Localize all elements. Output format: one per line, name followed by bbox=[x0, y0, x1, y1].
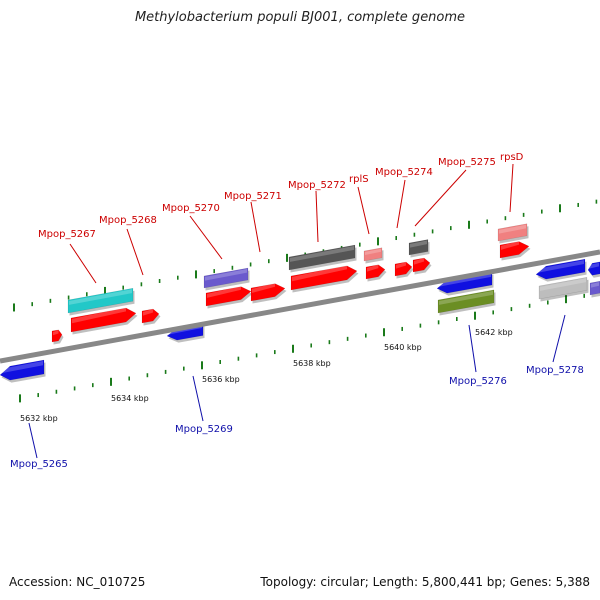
gene-label-mpop-5265[interactable]: Mpop_5265 bbox=[10, 459, 68, 470]
gene-arrow bbox=[141, 308, 160, 324]
callout-line bbox=[126, 228, 144, 276]
gene-arrow bbox=[394, 261, 413, 277]
outer-tick-ring bbox=[13, 199, 598, 312]
gene-arrow-highlight bbox=[591, 282, 599, 288]
callout-line bbox=[509, 163, 514, 213]
gene-arrow-highlight bbox=[72, 307, 126, 324]
kbp-scale-labels: 5632 kbp 5634 kbp 5636 kbp 5638 kbp 5640… bbox=[20, 328, 513, 423]
kbp-tick-label: 5632 kbp bbox=[20, 414, 58, 423]
gene-arrow-highlight bbox=[53, 330, 59, 336]
gene-arrow-highlight bbox=[205, 269, 247, 281]
gene-arrow bbox=[363, 247, 383, 262]
gene-label-mpop-5276[interactable]: Mpop_5276 bbox=[449, 376, 507, 387]
gene-arrow-highlight bbox=[367, 264, 379, 272]
gene-arrow bbox=[205, 286, 252, 307]
gene-arrow bbox=[288, 244, 356, 271]
callout-line bbox=[315, 190, 319, 243]
genome-backbone bbox=[0, 249, 600, 364]
inner-tick-ring bbox=[19, 293, 586, 403]
gene-arrow bbox=[203, 267, 249, 289]
gene-arrow bbox=[51, 329, 63, 343]
accession-text: Accession: NC_010725 bbox=[9, 575, 146, 589]
kbp-tick-label: 5640 kbp bbox=[384, 343, 422, 352]
callout-line bbox=[28, 422, 38, 459]
callout-line bbox=[357, 186, 370, 235]
gene-label-rpsd[interactable]: rpsD bbox=[500, 152, 524, 163]
gene-label-mpop-5269[interactable]: Mpop_5269 bbox=[175, 424, 233, 435]
gene-arrow bbox=[499, 241, 530, 259]
gene-label-mpop-5278[interactable]: Mpop_5278 bbox=[526, 365, 584, 376]
gene-arrow bbox=[589, 280, 600, 296]
gene-arrow bbox=[538, 276, 588, 300]
gene-label-mpop-5270[interactable]: Mpop_5270 bbox=[162, 203, 220, 214]
gene-arrow-highlight bbox=[252, 282, 275, 293]
callout-line bbox=[189, 215, 223, 260]
gene-arrow-highlight bbox=[414, 257, 425, 265]
gene-arrow bbox=[365, 264, 386, 280]
gene-arrow-highlight bbox=[1, 361, 43, 374]
gene-arrow bbox=[250, 283, 286, 302]
gene-label-mpop-5274[interactable]: Mpop_5274 bbox=[375, 167, 433, 178]
gene-label-mpop-5268[interactable]: Mpop_5268 bbox=[99, 215, 157, 226]
gene-arrow-highlight bbox=[207, 285, 241, 298]
gene-label-mpop-5271[interactable]: Mpop_5271 bbox=[224, 191, 282, 202]
gene-arrow-highlight bbox=[69, 289, 132, 305]
kbp-tick-label: 5634 kbp bbox=[111, 394, 149, 403]
gene-arrow bbox=[70, 307, 137, 333]
map-title: Methylobacterium populi BJ001, complete … bbox=[134, 10, 466, 25]
gene-arrow-highlight bbox=[540, 278, 586, 291]
gene-arrow-highlight bbox=[537, 260, 584, 273]
gene-label-mpop-5275[interactable]: Mpop_5275 bbox=[438, 157, 496, 168]
kbp-tick-label: 5642 kbp bbox=[475, 328, 513, 337]
callout-line bbox=[250, 201, 261, 253]
gene-label-mpop-5272[interactable]: Mpop_5272 bbox=[288, 180, 346, 191]
gene-arrow-highlight bbox=[365, 248, 381, 255]
gene-arrow bbox=[408, 239, 429, 256]
gene-arrow-highlight bbox=[589, 262, 599, 269]
callout-line bbox=[69, 243, 97, 284]
callout-line bbox=[468, 324, 477, 373]
gene-arrow bbox=[587, 261, 600, 276]
kbp-tick-label: 5636 kbp bbox=[202, 375, 240, 384]
gene-arrow-highlight bbox=[499, 224, 526, 234]
gene-label-callouts: Mpop_5267 Mpop_5268 Mpop_5270 Mpop_5271 … bbox=[10, 152, 584, 470]
gene-arrow bbox=[412, 257, 431, 273]
gene-arrow bbox=[0, 359, 45, 381]
gene-label-mpop-5267[interactable]: Mpop_5267 bbox=[38, 229, 96, 240]
callout-line bbox=[396, 179, 406, 229]
gene-arrow bbox=[67, 287, 134, 314]
gene-arrow-highlight bbox=[396, 261, 407, 269]
gene-arrow-highlight bbox=[143, 308, 154, 316]
callout-line bbox=[552, 314, 566, 363]
gene-arrow-highlight bbox=[410, 240, 427, 248]
callout-line bbox=[192, 375, 204, 422]
topology-text: Topology: circular; Length: 5,800,441 bp… bbox=[260, 575, 590, 589]
gene-arrow-highlight bbox=[290, 246, 354, 262]
gene-arrow bbox=[290, 265, 358, 291]
gene-arrow-highlight bbox=[439, 290, 493, 305]
gene-arrow bbox=[497, 223, 528, 242]
gene-arrow-highlight bbox=[292, 265, 347, 282]
callout-line bbox=[414, 169, 467, 227]
gene-arrow-highlight bbox=[501, 240, 519, 250]
gene-label-rpls[interactable]: rplS bbox=[349, 174, 369, 185]
gene-arrow bbox=[437, 289, 495, 314]
gene-arrow bbox=[535, 258, 586, 280]
kbp-tick-label: 5638 kbp bbox=[293, 359, 331, 368]
